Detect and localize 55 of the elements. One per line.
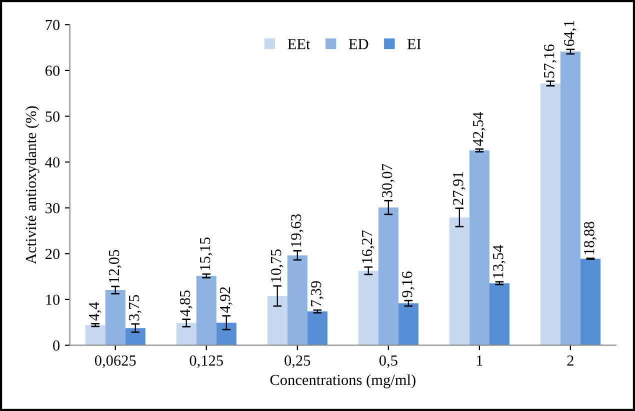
x-tick-label: 0,125 bbox=[190, 355, 223, 368]
y-tick-label: 70 bbox=[46, 20, 60, 30]
data-label: 57,16 bbox=[544, 44, 556, 78]
bar bbox=[125, 328, 146, 346]
legend-label: EI bbox=[407, 39, 421, 50]
y-axis-title: Activité antioxydante (%) bbox=[25, 106, 40, 264]
data-label: 4,85 bbox=[180, 290, 192, 316]
bar bbox=[307, 311, 328, 346]
bar bbox=[489, 283, 510, 346]
bar bbox=[176, 323, 196, 346]
bar bbox=[580, 258, 600, 346]
legend-label: EEt bbox=[288, 39, 310, 50]
y-tick-label: 30 bbox=[46, 202, 60, 214]
data-label: 27,91 bbox=[452, 172, 466, 205]
data-label: 15,15 bbox=[200, 238, 212, 270]
data-label: 19,63 bbox=[290, 214, 304, 247]
bar bbox=[449, 217, 470, 346]
x-tick-label: 0,0625 bbox=[94, 355, 136, 368]
bar bbox=[398, 303, 418, 346]
data-label: 3,75 bbox=[128, 295, 142, 320]
data-label: 13,54 bbox=[493, 244, 506, 278]
bar bbox=[540, 83, 560, 346]
data-label: 4,92 bbox=[220, 287, 232, 313]
bar bbox=[358, 270, 378, 346]
bar bbox=[469, 150, 490, 346]
x-tick-label: 1 bbox=[476, 355, 482, 366]
data-label: 30,07 bbox=[382, 164, 394, 198]
y-tick-label: 0 bbox=[53, 340, 60, 351]
bar bbox=[267, 296, 288, 346]
y-tick-label: 40 bbox=[45, 157, 60, 168]
data-label: 16,27 bbox=[362, 230, 374, 263]
data-label: 12,05 bbox=[108, 250, 122, 282]
y-tick-label: 10 bbox=[46, 294, 60, 305]
y-tick-label: 20 bbox=[46, 248, 60, 260]
data-label: 18,88 bbox=[584, 222, 596, 254]
bar bbox=[216, 322, 236, 346]
data-label: 64,1 bbox=[564, 20, 576, 46]
y-tick-label: 50 bbox=[46, 111, 60, 122]
x-tick-label: 0,5 bbox=[379, 355, 398, 368]
bar bbox=[85, 325, 106, 346]
data-label: 4,4 bbox=[88, 302, 102, 321]
bar bbox=[560, 52, 580, 346]
data-label: 9,16 bbox=[402, 272, 414, 298]
bar bbox=[287, 255, 308, 346]
bar bbox=[378, 208, 398, 346]
x-tick-label: 2 bbox=[567, 355, 574, 366]
x-axis-title: Concentrations (mg/ml) bbox=[270, 374, 416, 388]
bar bbox=[196, 276, 216, 346]
data-label: 7,39 bbox=[310, 281, 324, 306]
data-label: 42,54 bbox=[472, 112, 486, 146]
legend-label: ED bbox=[348, 39, 368, 50]
x-tick-label: 0,25 bbox=[284, 355, 310, 368]
y-tick-label: 60 bbox=[46, 66, 60, 76]
data-label: 10,75 bbox=[270, 249, 284, 282]
bar bbox=[105, 290, 126, 346]
